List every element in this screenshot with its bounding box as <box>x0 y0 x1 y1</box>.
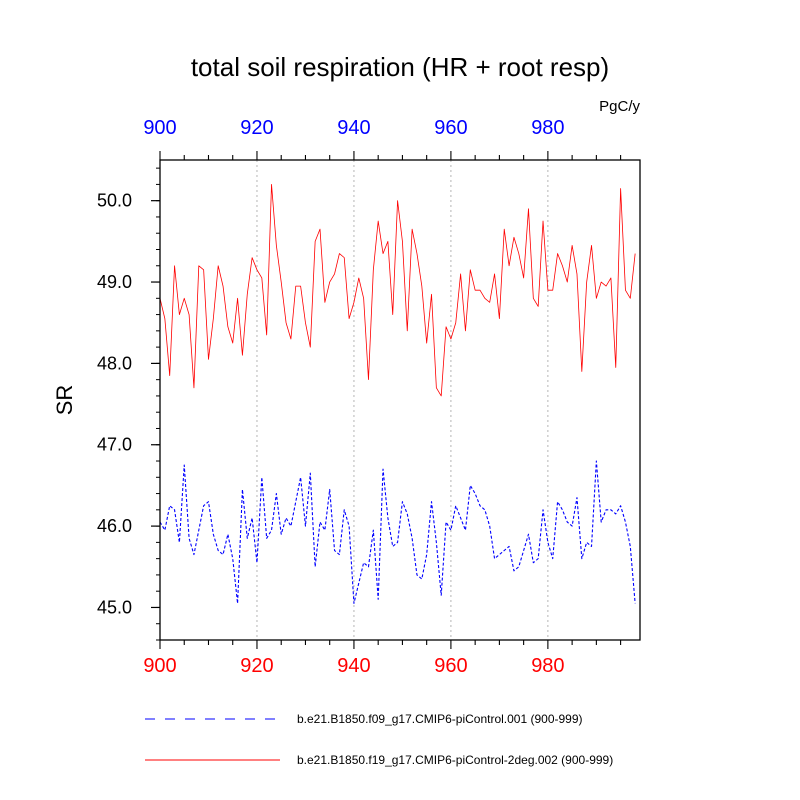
x-bottom-tick-label: 940 <box>337 655 370 677</box>
x-bottom-tick-label: 960 <box>434 655 467 677</box>
y-tick-label: 49.0 <box>97 272 132 292</box>
y-tick-label: 48.0 <box>97 353 132 373</box>
y-axis-label: SR <box>52 385 77 416</box>
legend-label-2: b.e21.B1850.f19_g17.CMIP6-piControl-2deg… <box>297 753 613 767</box>
y-tick-label: 47.0 <box>97 435 132 455</box>
plot-frame <box>159 159 641 641</box>
y-tick-label: 46.0 <box>97 516 132 536</box>
y-axis-ticks: 45.0 46.0 47.0 48.0 49.0 50.0 <box>97 167 160 641</box>
series-line-2 <box>159 184 636 397</box>
units-label: PgC/y <box>599 98 640 115</box>
series-line-1 <box>159 460 636 604</box>
x-axis-top-ticks: 900 920 940 960 980 <box>143 117 622 160</box>
legend: b.e21.B1850.f09_g17.CMIP6-piControl.001 … <box>145 712 613 767</box>
y-tick-label: 50.0 <box>97 191 132 211</box>
y-tick-label: 45.0 <box>97 597 132 617</box>
x-axis-bottom-ticks: 900 920 940 960 980 <box>143 640 622 677</box>
x-top-tick-label: 900 <box>143 117 176 139</box>
series-layer <box>159 184 636 604</box>
x-top-tick-label: 960 <box>434 117 467 139</box>
x-top-tick-label: 940 <box>337 117 370 139</box>
legend-label-1: b.e21.B1850.f09_g17.CMIP6-piControl.001 … <box>297 712 583 726</box>
x-bottom-tick-label: 980 <box>531 655 564 677</box>
x-top-tick-label: 980 <box>531 117 564 139</box>
x-top-tick-label: 920 <box>240 117 273 139</box>
chart-title: total soil respiration (HR + root resp) <box>191 52 609 82</box>
x-bottom-tick-label: 900 <box>143 655 176 677</box>
x-bottom-tick-label: 920 <box>240 655 273 677</box>
